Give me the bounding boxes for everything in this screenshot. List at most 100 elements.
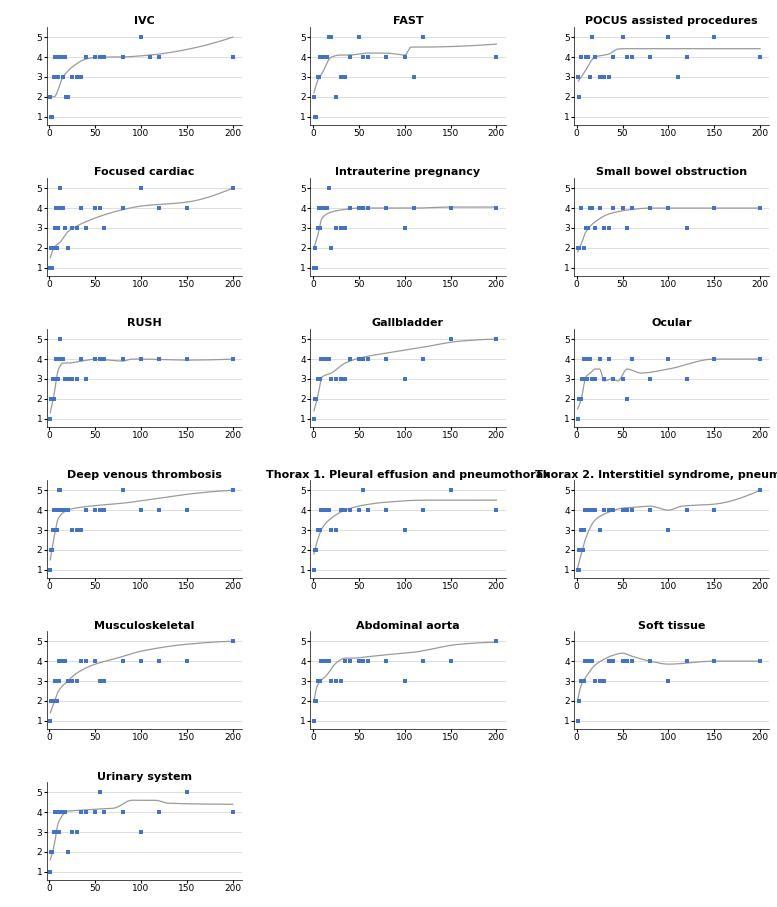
Point: [579, 502, 591, 517]
Point: [47, 70, 60, 84]
Point: [416, 352, 429, 366]
Point: [51, 352, 63, 366]
Point: [227, 50, 239, 64]
Point: [57, 805, 69, 819]
Point: [309, 392, 322, 406]
Point: [644, 50, 657, 64]
Point: [594, 352, 606, 366]
Point: [47, 522, 59, 537]
Point: [98, 502, 110, 517]
Point: [580, 372, 593, 386]
Point: [50, 352, 62, 366]
Point: [51, 694, 63, 708]
Point: [329, 372, 342, 386]
Point: [50, 674, 62, 688]
Point: [598, 372, 611, 386]
Point: [227, 352, 239, 366]
Point: [576, 372, 588, 386]
Point: [312, 522, 324, 537]
Point: [490, 502, 503, 517]
Point: [314, 372, 326, 386]
Point: [322, 352, 335, 366]
Point: [54, 352, 66, 366]
Point: [50, 50, 62, 64]
Point: [66, 70, 78, 84]
Point: [45, 392, 57, 406]
Point: [380, 50, 392, 64]
Point: [312, 70, 325, 84]
Point: [594, 200, 606, 215]
Point: [399, 372, 411, 386]
Point: [602, 654, 615, 668]
Point: [607, 372, 619, 386]
Point: [51, 372, 64, 386]
Point: [607, 654, 619, 668]
Point: [47, 502, 60, 517]
Point: [339, 220, 351, 235]
Point: [93, 50, 106, 64]
Point: [586, 502, 598, 517]
Title: Deep venous thrombosis: Deep venous thrombosis: [67, 470, 221, 480]
Point: [61, 90, 74, 104]
Point: [343, 200, 356, 215]
Point: [59, 50, 71, 64]
Point: [50, 200, 62, 215]
Point: [52, 352, 64, 366]
Point: [322, 30, 335, 44]
Point: [51, 805, 64, 819]
Point: [315, 50, 327, 64]
Point: [315, 200, 327, 215]
Point: [46, 260, 58, 275]
Title: Soft tissue: Soft tissue: [638, 620, 706, 630]
Point: [135, 30, 148, 44]
Point: [313, 220, 326, 235]
Point: [312, 70, 324, 84]
Point: [80, 502, 92, 517]
Point: [708, 352, 720, 366]
Point: [621, 654, 633, 668]
Point: [47, 372, 59, 386]
Point: [662, 200, 674, 215]
Point: [54, 483, 67, 498]
Point: [312, 372, 325, 386]
Point: [135, 180, 148, 195]
Point: [580, 502, 592, 517]
Point: [54, 483, 66, 498]
Point: [315, 654, 327, 668]
Point: [47, 392, 60, 406]
Point: [708, 30, 720, 44]
Point: [45, 694, 57, 708]
Point: [607, 502, 619, 517]
Point: [325, 240, 337, 255]
Point: [181, 200, 193, 215]
Point: [444, 654, 457, 668]
Point: [321, 200, 333, 215]
Point: [671, 70, 684, 84]
Point: [343, 50, 356, 64]
Point: [416, 30, 429, 44]
Point: [54, 654, 66, 668]
Point: [55, 50, 68, 64]
Point: [577, 674, 589, 688]
Point: [153, 654, 166, 668]
Point: [362, 502, 375, 517]
Point: [573, 694, 585, 708]
Point: [353, 654, 365, 668]
Point: [59, 220, 71, 235]
Point: [54, 50, 66, 64]
Point: [321, 50, 333, 64]
Point: [98, 674, 110, 688]
Point: [315, 352, 327, 366]
Point: [317, 654, 329, 668]
Point: [329, 220, 342, 235]
Point: [329, 522, 342, 537]
Point: [575, 522, 587, 537]
Point: [408, 70, 420, 84]
Point: [98, 352, 110, 366]
Point: [45, 110, 57, 124]
Point: [579, 372, 591, 386]
Title: Small bowel obstruction: Small bowel obstruction: [596, 168, 747, 178]
Point: [581, 502, 594, 517]
Point: [589, 220, 601, 235]
Point: [61, 372, 74, 386]
